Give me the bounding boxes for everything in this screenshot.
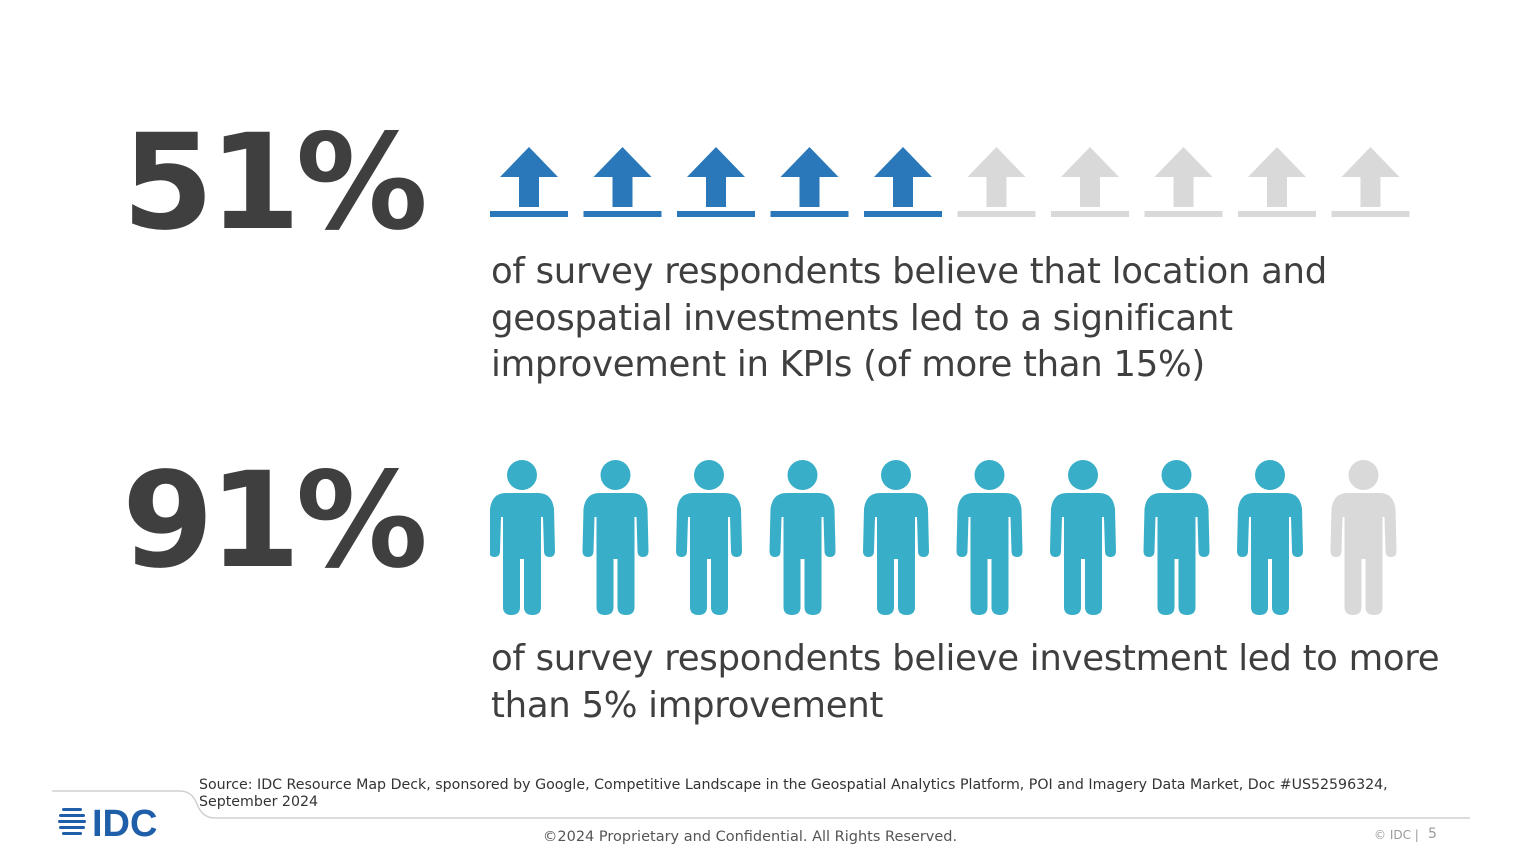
- person-icon-filled: [582, 460, 649, 615]
- up-arrow-icon-filled: [583, 147, 662, 217]
- person-icon-filled: [490, 460, 555, 615]
- stat-value-improvement: 91%: [122, 444, 428, 598]
- idc-logo: IDC: [58, 803, 157, 841]
- up-arrow-icon-empty: [1051, 147, 1129, 217]
- footer-divider: [52, 790, 1470, 819]
- person-icon-filled: [956, 460, 1023, 615]
- up-arrow-icon-empty: [1331, 147, 1410, 217]
- up-arrow-icon-filled: [770, 147, 849, 217]
- person-icon-filled: [863, 460, 929, 615]
- page-number: 5: [1428, 826, 1437, 842]
- person-icon-row: [490, 460, 1397, 615]
- stat-value-kpi: 51%: [122, 106, 428, 260]
- up-arrow-icon-empty: [1144, 147, 1223, 217]
- person-icon-filled: [1237, 460, 1303, 615]
- up-arrow-icon-filled: [490, 147, 568, 217]
- source-note: Source: IDC Resource Map Deck, sponsored…: [199, 777, 1388, 810]
- up-arrow-icon-filled: [864, 147, 942, 217]
- person-icon-filled: [1143, 460, 1210, 615]
- svg-text:IDC: IDC: [92, 803, 157, 841]
- globe-icon: [58, 808, 86, 835]
- up-arrow-icon-filled: [677, 147, 755, 217]
- up-arrow-icon-empty: [957, 147, 1036, 217]
- copyright-text: ©2024 Proprietary and Confidential. All …: [542, 829, 958, 845]
- person-icon-empty: [1330, 460, 1397, 615]
- stat-description-improvement: of survey respondents believe investment…: [491, 638, 1440, 726]
- footer-brand: © IDC |: [1374, 828, 1419, 842]
- arrow-icon-row: [490, 147, 1410, 217]
- person-icon-filled: [676, 460, 742, 615]
- person-icon-filled: [769, 460, 836, 615]
- person-icon-filled: [1050, 460, 1116, 615]
- stat-description-kpi: of survey respondents believe that locat…: [491, 251, 1327, 385]
- up-arrow-icon-empty: [1238, 147, 1316, 217]
